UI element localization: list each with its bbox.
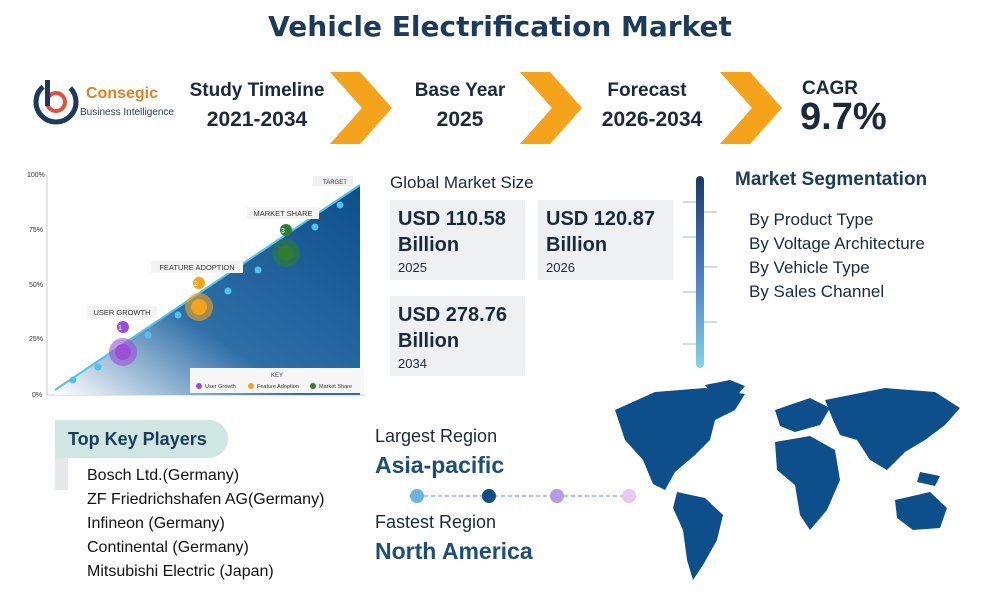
logo: Consegic Business Intelligence — [33, 79, 174, 125]
key-player: Infineon (Germany) — [87, 515, 225, 532]
timeline-label: CAGR — [802, 78, 858, 99]
region-value: North America — [375, 538, 533, 564]
growth-illustration: 100% 75% 50% 25% 0% TARGET 1 2 3 USER GR… — [27, 172, 365, 399]
axis-label: 75% — [29, 227, 43, 234]
region-label: Largest Region — [375, 426, 498, 446]
milestone-number: 1 — [118, 325, 122, 332]
segmentation-item: By Vehicle Type — [749, 258, 870, 277]
key-players-bracket — [55, 458, 68, 490]
page-title: Vehicle Electrification Market — [268, 10, 732, 43]
key-title: KEY — [271, 373, 283, 379]
timeline-value: 2026-2034 — [601, 108, 703, 131]
segmentation-item: By Voltage Architecture — [749, 234, 925, 253]
key-player: Bosch Ltd.(Germany) — [87, 467, 240, 484]
axis-labels: 100% 75% 50% 25% 0% — [27, 172, 45, 399]
milestone-label: FEATURE ADOPTION — [159, 263, 234, 272]
market-size-value: USD 110.58 Billion — [398, 208, 506, 256]
market-size-title: Global Market Size — [390, 173, 534, 192]
market-size-card: USD 278.76 Billion 2034 — [390, 296, 525, 376]
target-label: TARGET — [323, 180, 347, 186]
logo-name: Consegic — [86, 85, 158, 102]
chevrons — [330, 72, 782, 144]
timeline-value: 2025 — [436, 108, 484, 131]
timeline-label: Study Timeline — [189, 80, 325, 101]
segmentation-bar — [683, 176, 717, 368]
key-player: ZF Friedrichshafen AG(Germany) — [87, 491, 325, 508]
milestone-number: 2 — [194, 281, 198, 288]
key-player: Continental (Germany) — [87, 539, 249, 556]
market-size-card: USD 110.58 Billion 2025 — [390, 200, 525, 280]
market-size-year: 2026 — [546, 260, 575, 275]
market-size-value: USD 120.87 Billion — [546, 208, 655, 256]
segmentation-item: By Sales Channel — [749, 282, 885, 301]
market-size-card: USD 120.87 Billion 2026 — [538, 200, 673, 280]
segmentation-item: By Product Type — [749, 210, 874, 229]
key-players-title: Top Key Players — [55, 420, 228, 458]
timeline-value: 2021-2034 — [206, 108, 308, 131]
milestone-label: MARKET SHARE — [253, 209, 312, 218]
axis-label: 50% — [29, 282, 43, 289]
milestone-number: 3 — [281, 228, 285, 235]
timeline-label: Forecast — [607, 80, 687, 101]
region-label: Fastest Region — [375, 512, 497, 532]
region-value: Asia-pacific — [375, 452, 505, 478]
key-item: User Growth — [205, 384, 236, 390]
key-item: Market Share — [319, 384, 352, 390]
milestone-label: USER GROWTH — [93, 308, 150, 317]
logo-tagline: Business Intelligence — [80, 107, 174, 118]
segmentation-title: Market Segmentation — [735, 169, 928, 190]
axis-label: 0% — [32, 392, 42, 399]
key-item: Feature Adoption — [257, 384, 299, 390]
cagr-value: 9.7% — [800, 96, 887, 138]
world-map — [615, 380, 960, 580]
region-divider — [410, 489, 636, 503]
axis-label: 25% — [29, 336, 43, 343]
market-size-year: 2025 — [398, 260, 427, 275]
timeline-label: Base Year — [414, 80, 506, 101]
market-size-value: USD 278.76 Billion — [398, 304, 507, 352]
key-player: Mitsubishi Electric (Japan) — [87, 563, 274, 580]
market-size-year: 2034 — [398, 356, 427, 371]
axis-label: 100% — [27, 172, 45, 179]
